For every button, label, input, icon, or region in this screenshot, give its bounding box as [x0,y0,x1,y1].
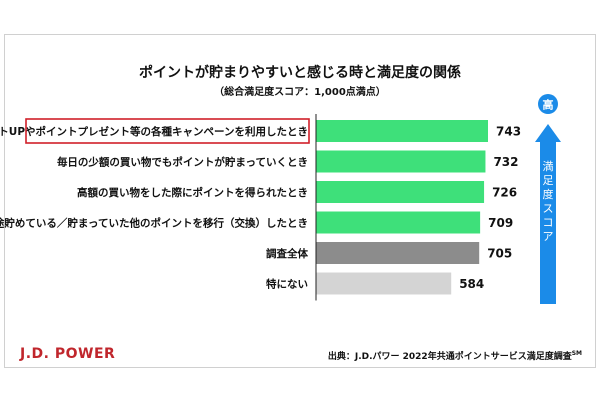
chart-frame [4,34,596,368]
value-label-4: 709 [488,216,513,230]
arrow-head [535,124,561,142]
source-note: 出典：J.D.パワー 2022年共通ポイントサービス満足度調査SM [328,349,582,362]
category-label-4: 別途貯めている／貯まっていた他のポイントを移行（交換）したとき [0,217,308,230]
highlight-box [25,118,310,144]
arrow-label-char-6: ア [543,230,554,243]
top-badge-label: 高 [543,98,554,112]
category-label-1: ポイントUPやポイントプレゼント等の各種キャンペーンを利用したとき [0,125,308,138]
jd-power-logo: J.D. POWER [20,346,116,362]
source-mark: SM [571,350,582,357]
bar-4 [316,211,481,234]
arrow-label-char-4: ス [543,202,554,215]
top-badge [538,94,558,114]
chart-title: ポイントが貯まりやすいと感じる時と満足度の関係 [139,65,461,81]
bar-6 [316,272,452,295]
bar-5 [316,242,480,264]
value-label-3: 726 [492,186,517,200]
chart-subtitle: （総合満足度スコア：1,000点満点） [214,87,386,98]
category-label-3: 高額の買い物をした際にポイントを得られたとき [77,186,308,199]
value-label-6: 584 [459,277,484,291]
category-label-6: 特にない [266,278,308,291]
category-label-2: 毎日の少額の買い物でもポイントが貯まっていくとき [57,156,308,169]
arrow-label-char-2: 足 [543,174,554,187]
source-text: 出典：J.D.パワー 2022年共通ポイントサービス満足度調査 [327,352,572,362]
value-label-1: 743 [496,125,521,139]
arrow-label-char-1: 満 [543,160,554,173]
bar-2 [316,150,486,173]
bar-1 [316,120,488,142]
arrow-shaft [540,141,556,304]
value-label-2: 732 [493,155,518,169]
value-label-5: 705 [487,247,512,261]
arrow-label-char-5: コ [543,216,554,229]
arrow-label-char-3: 度 [543,187,554,201]
bar-3 [316,181,485,203]
category-label-5: 調査全体 [266,247,308,260]
